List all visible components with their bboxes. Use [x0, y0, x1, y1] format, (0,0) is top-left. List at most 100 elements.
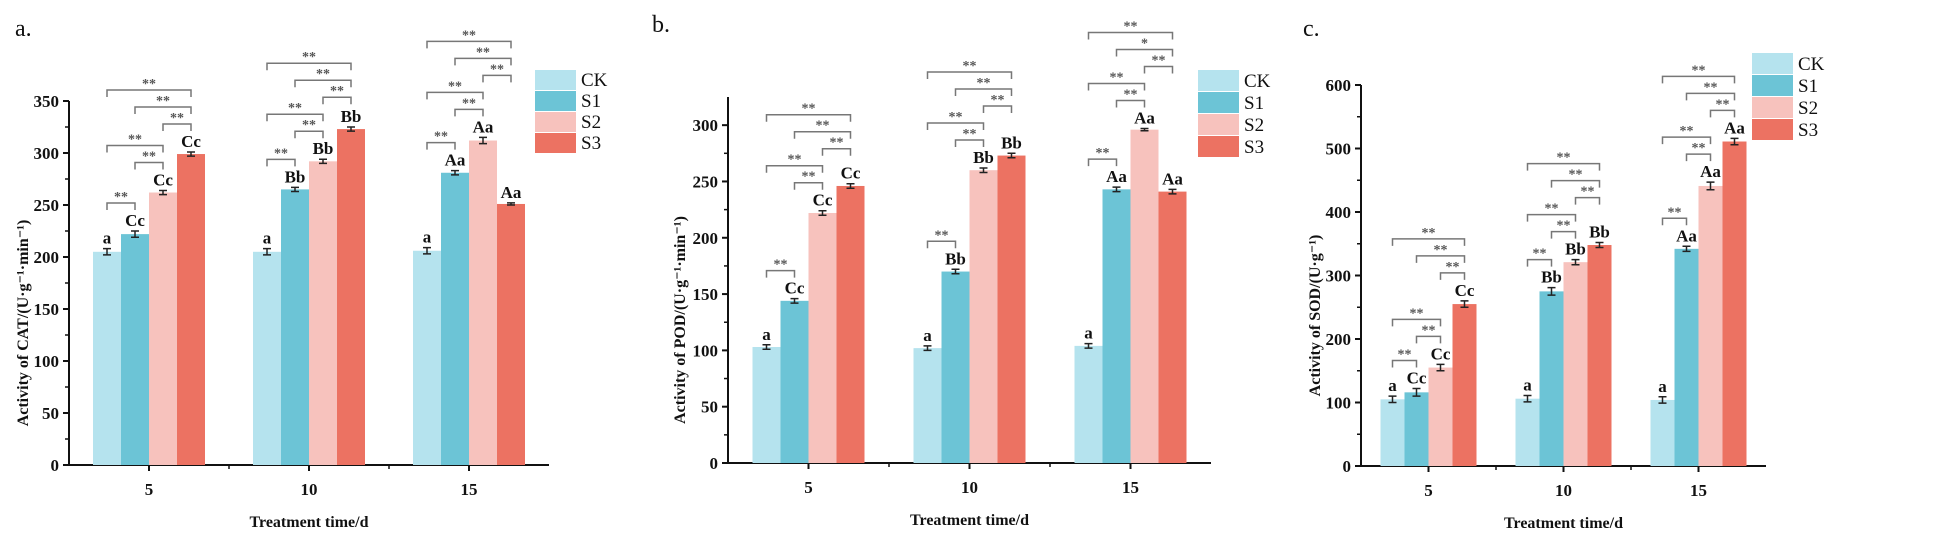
significance-stars: ** — [1557, 219, 1571, 234]
significance-bracket — [294, 130, 324, 139]
x-tick-label: 15 — [1690, 481, 1707, 500]
bar-ck-10 — [1515, 398, 1540, 466]
legend-swatch — [535, 133, 576, 153]
significance-bracket — [1087, 82, 1146, 91]
significance-stars: ** — [977, 76, 991, 91]
bar-s1-15 — [1674, 248, 1699, 466]
y-tick-label: 200 — [1326, 330, 1352, 349]
significance-letter: Bb — [313, 139, 334, 158]
x-tick-label: 5 — [145, 480, 154, 499]
significance-stars: ** — [302, 118, 316, 133]
significance-bracket — [454, 108, 484, 117]
significance-letter: Cc — [841, 164, 861, 183]
significance-letter: Cc — [153, 170, 173, 189]
significance-bracket — [294, 79, 352, 88]
significance-bracket — [1415, 255, 1466, 263]
bar-s1-15 — [1102, 189, 1131, 464]
bar-s2-5 — [149, 192, 177, 465]
x-tick-label: 5 — [804, 478, 813, 497]
significance-bracket — [1439, 272, 1466, 280]
significance-stars: ** — [1096, 146, 1110, 161]
significance-stars: ** — [816, 119, 830, 134]
legend-swatch — [1752, 53, 1793, 74]
legend-item-s2: S2 — [1198, 114, 1264, 136]
x-axis-title: Treatment time/d — [910, 512, 1029, 529]
significance-bracket — [1526, 162, 1601, 171]
error-bar — [1706, 181, 1715, 191]
significance-letter: a — [762, 325, 771, 344]
legend-label: CK — [1798, 54, 1825, 75]
error-bar — [1436, 363, 1445, 372]
chart-panel-c: c. 0 100 200 300 400 500 600 Activity of SOD/(U·… — [1303, 16, 1825, 532]
significance-stars: ** — [1692, 141, 1706, 156]
significance-stars: ** — [490, 62, 504, 77]
error-bar — [1682, 245, 1691, 253]
bar-s3-5 — [177, 154, 205, 466]
error-bar — [818, 209, 827, 216]
legend-label: S3 — [581, 133, 601, 154]
significance-stars: ** — [462, 28, 476, 43]
significance-bracket — [134, 106, 192, 114]
legend-item-ck: CK — [535, 70, 608, 91]
y-tick-label: 0 — [1343, 457, 1352, 476]
significance-stars: ** — [1533, 247, 1547, 262]
significance-bracket — [1709, 109, 1736, 118]
significance-letter: Bb — [1565, 240, 1586, 259]
significance-stars: ** — [114, 190, 128, 205]
significance-letter: a — [263, 229, 272, 248]
bar-s2-15 — [1698, 185, 1723, 466]
error-bar — [103, 247, 111, 256]
legend-label: S2 — [1798, 98, 1818, 119]
significance-bracket — [1550, 230, 1577, 239]
significance-stars: ** — [949, 110, 963, 125]
legend-label: S3 — [1798, 120, 1818, 141]
error-bar — [291, 186, 299, 193]
y-tick-label: 250 — [34, 196, 60, 215]
error-bar — [187, 151, 195, 157]
legend-label: S1 — [1798, 76, 1818, 97]
significance-stars: ** — [1410, 306, 1424, 321]
significance-stars: ** — [788, 153, 802, 168]
error-bar — [1730, 137, 1739, 146]
significance-stars: ** — [1422, 226, 1436, 241]
significance-bracket — [765, 113, 852, 122]
significance-bracket — [926, 71, 1013, 79]
significance-stars: ** — [1716, 97, 1730, 112]
significance-stars: ** — [1680, 124, 1694, 139]
significance-stars: ** — [1110, 71, 1124, 86]
significance-stars: ** — [1152, 54, 1166, 69]
legend-item-s3: S3 — [1752, 119, 1818, 141]
significance-stars: ** — [316, 67, 330, 82]
significance-stars: ** — [288, 101, 302, 116]
significance-bracket — [162, 123, 192, 131]
error-bar — [1007, 152, 1016, 159]
error-bar — [1460, 300, 1469, 308]
error-bar — [319, 158, 327, 165]
significance-letter: a — [1523, 376, 1532, 395]
x-tick-label: 15 — [1122, 478, 1139, 497]
significance-stars: ** — [1569, 168, 1583, 183]
significance-stars: ** — [434, 130, 448, 145]
legend-item-s1: S1 — [535, 91, 601, 112]
significance-bracket — [1526, 258, 1553, 267]
significance-letter: a — [1388, 376, 1397, 395]
y-tick-label: 150 — [34, 300, 60, 319]
significance-bracket — [106, 202, 136, 210]
legend-item-s3: S3 — [535, 133, 601, 154]
significance-stars: ** — [330, 84, 344, 99]
bar-s1-5 — [780, 300, 809, 463]
error-bar — [1547, 286, 1556, 296]
significance-letter: Cc — [1407, 369, 1427, 388]
significance-stars: ** — [1545, 202, 1559, 217]
legend-swatch — [1752, 97, 1793, 118]
error-bar — [507, 202, 515, 206]
significance-stars: ** — [1446, 260, 1460, 275]
x-axis-title: Treatment time/d — [250, 514, 369, 531]
bar-s1-10 — [941, 271, 970, 463]
significance-letter: a — [103, 229, 112, 248]
significance-letter: Aa — [1700, 162, 1721, 181]
y-tick-label: 300 — [693, 116, 719, 135]
legend-swatch — [535, 91, 576, 111]
significance-bracket — [426, 91, 484, 100]
